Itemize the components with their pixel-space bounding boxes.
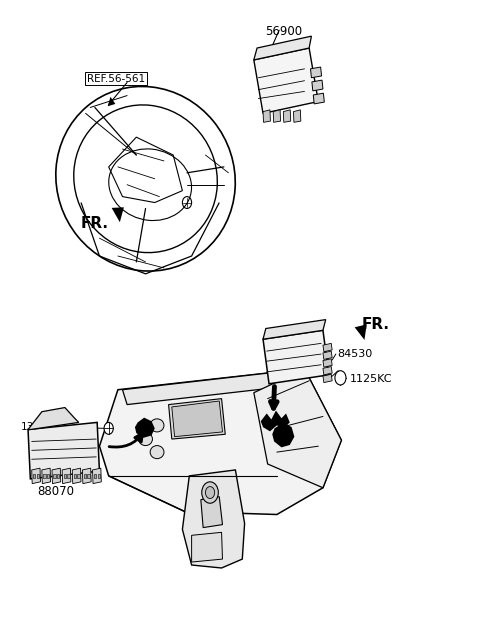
Polygon shape — [192, 532, 223, 562]
Bar — [73, 474, 76, 478]
Polygon shape — [323, 366, 332, 375]
Circle shape — [205, 487, 215, 498]
Bar — [63, 474, 66, 478]
Bar — [43, 474, 46, 478]
Circle shape — [335, 371, 346, 385]
Polygon shape — [293, 110, 301, 123]
Text: 84530: 84530 — [337, 349, 372, 359]
Polygon shape — [254, 48, 318, 113]
Text: REF.56-561: REF.56-561 — [87, 74, 145, 84]
Polygon shape — [28, 407, 79, 430]
Polygon shape — [263, 331, 329, 384]
Bar — [57, 474, 60, 478]
Polygon shape — [72, 468, 81, 483]
Bar — [33, 474, 36, 478]
Ellipse shape — [139, 433, 153, 446]
FancyArrowPatch shape — [109, 433, 143, 447]
Polygon shape — [263, 319, 326, 339]
Polygon shape — [28, 422, 99, 479]
Ellipse shape — [150, 446, 164, 459]
Polygon shape — [168, 399, 225, 439]
Polygon shape — [355, 324, 367, 340]
Polygon shape — [263, 110, 270, 123]
Polygon shape — [261, 410, 290, 431]
Polygon shape — [283, 110, 291, 123]
Ellipse shape — [150, 419, 164, 432]
Bar — [94, 474, 96, 478]
Polygon shape — [122, 369, 309, 405]
Polygon shape — [201, 496, 223, 527]
Polygon shape — [312, 80, 323, 91]
Bar — [53, 474, 56, 478]
Polygon shape — [182, 470, 245, 568]
Polygon shape — [93, 468, 101, 483]
Polygon shape — [52, 468, 61, 483]
Bar — [67, 474, 70, 478]
Bar — [37, 474, 39, 478]
Text: 88070: 88070 — [37, 485, 74, 498]
Bar — [84, 474, 86, 478]
Polygon shape — [42, 468, 50, 483]
Polygon shape — [254, 369, 341, 488]
Polygon shape — [323, 344, 332, 352]
Polygon shape — [313, 93, 324, 104]
Text: 56900: 56900 — [265, 25, 302, 38]
Polygon shape — [99, 369, 341, 514]
Text: 1339CC: 1339CC — [21, 422, 62, 432]
Polygon shape — [62, 468, 71, 483]
Polygon shape — [273, 110, 280, 123]
Polygon shape — [83, 468, 91, 483]
Polygon shape — [323, 351, 332, 360]
Polygon shape — [311, 67, 322, 78]
Circle shape — [202, 482, 218, 503]
Polygon shape — [323, 374, 332, 383]
Polygon shape — [172, 401, 223, 436]
Bar — [77, 474, 80, 478]
Text: 1125KC: 1125KC — [349, 374, 392, 384]
Text: FR.: FR. — [362, 317, 390, 332]
Bar — [97, 474, 100, 478]
Bar — [47, 474, 49, 478]
Polygon shape — [32, 468, 40, 483]
Polygon shape — [108, 97, 115, 106]
Polygon shape — [272, 422, 294, 448]
Circle shape — [104, 422, 113, 435]
Polygon shape — [112, 207, 124, 222]
Polygon shape — [135, 418, 155, 438]
Bar — [87, 474, 90, 478]
Polygon shape — [323, 359, 332, 367]
Text: FR.: FR. — [81, 216, 109, 231]
Polygon shape — [254, 36, 312, 60]
